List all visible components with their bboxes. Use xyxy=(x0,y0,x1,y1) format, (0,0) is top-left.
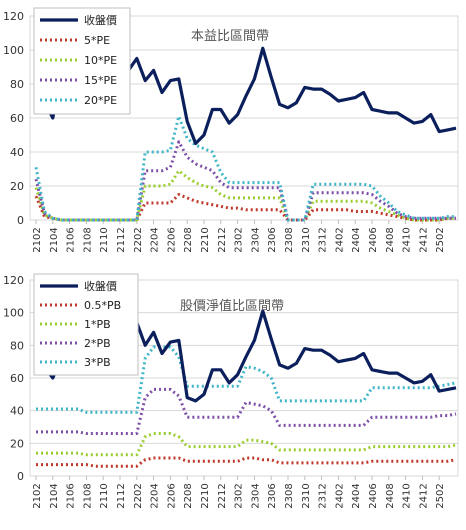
pe-chart-title: 本益比區間帶 xyxy=(191,29,269,44)
pe-x-tick-label: 2306 xyxy=(267,227,278,252)
pb-x-tick-label: 2408 xyxy=(385,483,396,508)
pb-x-tick-label: 2308 xyxy=(284,483,295,508)
pe-x-tick-label: 2204 xyxy=(150,227,161,252)
pe-x-tick-label: 2410 xyxy=(402,227,413,252)
pe-x-tick-label: 2402 xyxy=(334,227,345,252)
pe-x-tick-label: 2206 xyxy=(166,227,177,252)
pb-y-tick-label: 0 xyxy=(17,470,24,483)
pe-y-tick-label: 80 xyxy=(10,78,24,91)
pe-series-line-5PE xyxy=(34,193,456,222)
pe-x-tick-label: 2308 xyxy=(284,227,295,252)
pb-series-line-3PB xyxy=(36,345,457,414)
pb-x-tick-label: 2406 xyxy=(368,483,379,508)
pe-y-tick-label: 100 xyxy=(3,44,24,57)
pb-x-tick-label: 2112 xyxy=(116,483,127,508)
pb-x-tick-label: 2110 xyxy=(99,483,110,508)
pb-legend-label: 3*PB xyxy=(84,356,111,369)
pb-x-tick-label: 2412 xyxy=(418,483,429,508)
pe-x-tick-label: 2302 xyxy=(234,227,245,252)
pb-legend-label: 0.5*PB xyxy=(84,299,121,312)
pe-x-tick-label: 2106 xyxy=(66,227,77,252)
pb-series-line-1PB xyxy=(36,432,457,457)
pb-x-tick-label: 2202 xyxy=(133,483,144,508)
pb-x-tick-label: 2208 xyxy=(183,483,194,508)
pe-y-tick-label: 0 xyxy=(17,214,24,227)
pb-x-tick-label: 2312 xyxy=(318,483,329,508)
pe-band-chart: 0 20 40 60 80 100 120 2102 2104 2106 2108 2110 2112 2… xyxy=(3,7,459,253)
pb-legend-label: 收盤價 xyxy=(84,279,117,293)
pb-y-tick-label: 80 xyxy=(10,339,24,352)
pb-x-tick-label: 2402 xyxy=(334,483,345,508)
pb-x-tick-label: 2306 xyxy=(267,483,278,508)
pe-x-tick-label: 2312 xyxy=(318,227,329,252)
pe-y-tick-label: 40 xyxy=(10,146,24,159)
pb-y-tick-label: 60 xyxy=(10,372,24,385)
pe-x-tick-label: 2404 xyxy=(351,227,362,252)
pe-x-tick-label: 2304 xyxy=(250,227,261,252)
pe-x-tick-label: 2210 xyxy=(200,227,211,252)
pb-x-tick-label: 2210 xyxy=(200,483,211,508)
pb-x-tick-label: 2204 xyxy=(150,483,161,508)
pe-series-line-10PE xyxy=(34,169,456,222)
pb-x-tick-label: 2104 xyxy=(49,483,60,508)
pb-x-tick-label: 2106 xyxy=(66,483,77,508)
pb-x-tick-label: 2108 xyxy=(82,483,93,508)
pb-series-line-2PB xyxy=(36,387,457,435)
pe-x-tick-label: 2406 xyxy=(368,227,379,252)
pb-legend-label: 1*PB xyxy=(84,318,111,331)
pb-x-tick-label: 2102 xyxy=(32,483,43,508)
pe-legend-label: 15*PE xyxy=(84,74,117,87)
pb-y-tick-label: 100 xyxy=(3,307,24,320)
pe-x-tick-label: 2110 xyxy=(99,227,110,252)
pe-y-tick-label: 120 xyxy=(3,10,24,23)
pb-band-chart: 0 20 40 60 80 100 120 2102 2104 2106 2108 2110 2112 2… xyxy=(3,273,459,509)
pb-chart-title: 股價淨值比區間帶 xyxy=(180,298,284,314)
pb-y-tick-label: 20 xyxy=(10,437,24,450)
pe-x-tick-label: 2104 xyxy=(49,227,60,252)
pb-x-tick-label: 2206 xyxy=(166,483,177,508)
pe-x-tick-label: 2212 xyxy=(217,227,228,252)
pe-y-tick-label: 60 xyxy=(10,112,24,125)
pe-x-tick-label: 2202 xyxy=(133,227,144,252)
pe-x-tick-label: 2112 xyxy=(116,227,127,252)
pe-legend-label: 10*PE xyxy=(84,54,117,67)
pe-legend-label: 5*PE xyxy=(84,34,110,47)
pb-x-tick-label: 2404 xyxy=(351,483,362,508)
pb-x-tick-label: 2410 xyxy=(402,483,413,508)
pe-x-tick-label: 2408 xyxy=(385,227,396,252)
pb-x-tick-label: 2212 xyxy=(217,483,228,508)
pb-y-tick-label: 120 xyxy=(3,274,24,287)
pb-band-chart-panel: 0 20 40 60 80 100 120 2102 2104 2106 2108 2110 2112 2… xyxy=(0,268,466,530)
pb-legend-label: 2*PB xyxy=(84,337,111,350)
pb-series-line-0.5PB xyxy=(36,456,457,468)
pe-x-tick-label: 2412 xyxy=(418,227,429,252)
pe-band-chart-panel: 0 20 40 60 80 100 120 2102 2104 2106 2108 2110 2112 2… xyxy=(0,0,466,264)
pe-legend-label: 收盤價 xyxy=(84,13,117,27)
pb-x-tick-label: 2502 xyxy=(435,483,446,508)
pb-y-tick-label: 40 xyxy=(10,405,24,418)
pe-y-tick-label: 20 xyxy=(10,180,24,193)
pe-x-tick-label: 2502 xyxy=(435,227,446,252)
pe-x-tick-label: 2102 xyxy=(32,227,43,252)
pe-x-tick-label: 2108 xyxy=(82,227,93,252)
pe-x-tick-label: 2208 xyxy=(183,227,194,252)
pe-legend-label: 20*PE xyxy=(84,94,117,107)
pb-x-tick-label: 2304 xyxy=(250,483,261,508)
pe-x-tick-label: 2310 xyxy=(301,227,312,252)
pb-x-tick-label: 2310 xyxy=(301,483,312,508)
pb-x-tick-label: 2302 xyxy=(234,483,245,508)
